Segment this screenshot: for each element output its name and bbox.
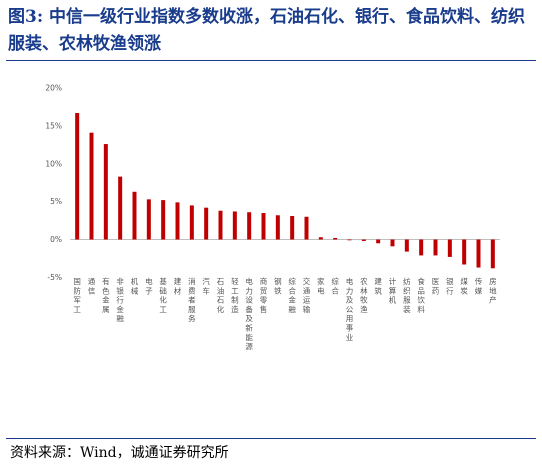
bar	[75, 112, 80, 240]
x-category-label: 银行	[446, 277, 454, 295]
footer-divider	[6, 438, 536, 439]
bar	[376, 239, 381, 244]
x-category-label: 消费者服务	[188, 276, 196, 323]
x-category-label: 石油石化	[217, 277, 225, 314]
x-category-label: 基础化工	[159, 276, 167, 314]
x-category-label: 传媒	[475, 276, 483, 295]
bar	[476, 239, 481, 268]
x-category-label: 机械	[131, 276, 139, 295]
bar	[404, 239, 409, 252]
x-category-label: 综合金融	[288, 276, 296, 314]
x-category-label: 建筑	[374, 276, 382, 295]
bar	[290, 216, 295, 240]
bar	[175, 202, 180, 240]
bar	[333, 237, 338, 240]
x-category-label: 医药	[432, 277, 440, 295]
x-category-label: 电力设备及新能源	[245, 276, 253, 351]
bar	[161, 200, 166, 240]
x-category-label: 商贸零售	[260, 276, 268, 314]
x-category-label: 轻工制造	[231, 276, 239, 314]
x-category-label: 汽车	[202, 276, 210, 295]
x-category-label: 国防军工	[73, 277, 81, 314]
bar	[390, 239, 395, 247]
bar	[89, 132, 94, 240]
x-category-label: 纺织服装	[403, 276, 411, 314]
bar	[318, 237, 323, 240]
bar	[103, 144, 108, 240]
y-axis-ticks: 20% 15% 10% 5% 0% -5%	[45, 84, 500, 282]
bar-chart: 20% 15% 10% 5% 0% -5% 国防军工通信有色金属非银行金融机械电子基础化工…	[45, 84, 500, 351]
x-category-label: 计算机	[389, 276, 397, 305]
y-tick-label: -5%	[47, 273, 62, 282]
bar	[218, 210, 223, 240]
y-tick-label: 0%	[50, 235, 62, 244]
x-category-label: 煤炭	[460, 276, 468, 295]
y-tick-label: 10%	[45, 159, 62, 168]
bar	[247, 212, 252, 240]
bar	[261, 212, 266, 240]
x-category-label: 有色金属	[102, 276, 110, 314]
x-category-label: 通信	[88, 276, 96, 295]
x-category-label: 非银行金融	[116, 276, 124, 323]
title-divider	[6, 60, 536, 61]
bar	[304, 216, 309, 240]
bar	[118, 176, 123, 240]
bar	[189, 205, 194, 240]
x-axis-labels: 国防军工通信有色金属非银行金融机械电子基础化工建材消费者服务汽车石油石化轻工制造…	[73, 276, 497, 351]
bar	[433, 239, 438, 256]
source-note: 资料来源：Wind，诚通证券研究所	[10, 445, 229, 461]
y-tick-label: 20%	[45, 84, 62, 93]
bars	[75, 112, 495, 269]
y-tick-label: 5%	[50, 197, 62, 206]
bar	[490, 239, 495, 269]
bar	[419, 239, 424, 256]
x-category-label: 食品饮料	[417, 276, 425, 314]
bar	[447, 239, 452, 257]
x-category-label: 家电	[317, 276, 325, 295]
bar	[275, 215, 280, 240]
x-category-label: 交通运输	[303, 276, 311, 314]
x-category-label: 钢铁	[274, 276, 282, 295]
x-category-label: 房地产	[489, 276, 497, 305]
bar	[462, 239, 467, 265]
bar	[132, 191, 137, 240]
bar	[361, 239, 366, 242]
x-category-label: 综合	[331, 276, 339, 295]
x-category-label: 建材	[174, 276, 182, 295]
x-category-label: 电力及公用事业	[346, 276, 354, 342]
bar	[347, 239, 352, 241]
bar	[204, 207, 209, 240]
x-category-label: 农林牧渔	[360, 276, 368, 314]
x-category-label: 电子	[145, 276, 153, 295]
figure-title: 图3: 中信一级行业指数多数收涨，石油石化、银行、食品饮料、纺织服装、农林牧渔领…	[8, 7, 526, 54]
bar	[232, 211, 237, 240]
y-tick-label: 15%	[45, 121, 62, 130]
bar	[146, 199, 151, 240]
